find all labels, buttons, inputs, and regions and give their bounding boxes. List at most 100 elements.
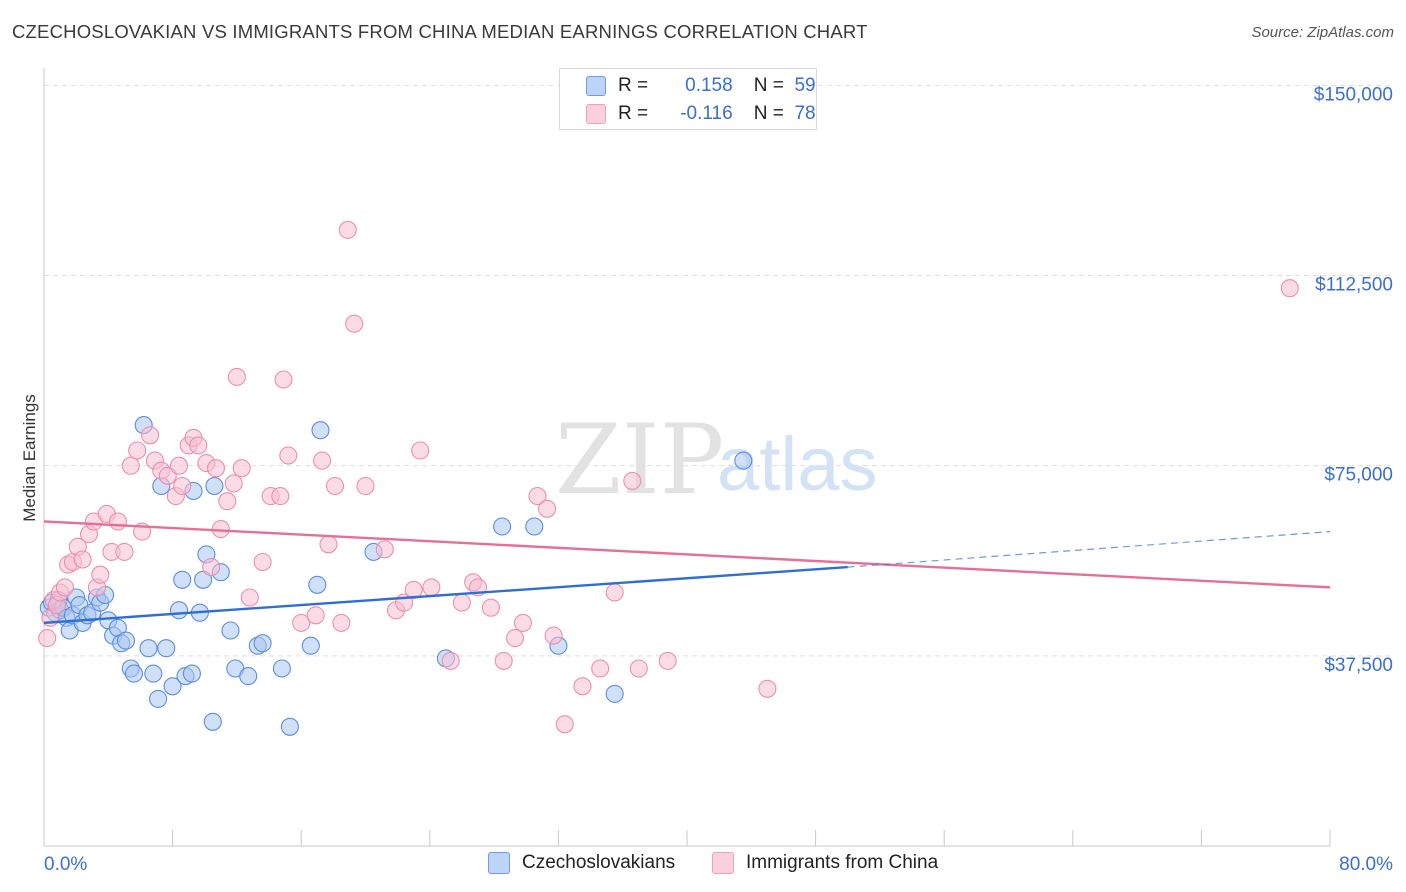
point-china	[481, 598, 500, 617]
point-china	[338, 220, 357, 239]
point-china	[108, 512, 127, 531]
point-china	[528, 487, 547, 506]
point-china	[73, 550, 92, 569]
point-china	[158, 466, 177, 485]
point-china	[202, 558, 221, 577]
point-czechoslovakian	[169, 601, 189, 620]
point-czechoslovakian	[734, 451, 753, 470]
y-tick-label: $37,500	[1324, 655, 1393, 676]
point-czechoslovakian	[311, 421, 330, 440]
x-tick-label: 80.0%	[1339, 854, 1393, 875]
legend-swatch-pink	[712, 852, 734, 874]
y-axis-label: Median Earnings	[20, 394, 39, 522]
point-china	[279, 446, 298, 465]
legend-row-immigrants-china: R = -0.116 N = 78	[586, 101, 816, 127]
point-czechoslovakian	[493, 517, 512, 536]
point-china	[513, 613, 533, 632]
point-china	[319, 535, 338, 554]
point-china	[227, 367, 246, 386]
r-label: R =	[618, 75, 649, 96]
point-czechoslovakian	[203, 712, 222, 731]
legend-swatch-pink	[586, 104, 606, 124]
legend-swatch-blue	[488, 852, 510, 874]
trend-line-china	[43, 520, 1331, 589]
y-tick-label: $75,000	[1324, 465, 1393, 486]
point-china	[623, 471, 642, 490]
point-china	[1280, 279, 1299, 298]
legend-swatch-blue	[586, 76, 606, 96]
point-china	[55, 578, 74, 597]
trend-line-czechoslovakian-projection	[847, 531, 1331, 568]
point-china	[224, 474, 243, 493]
point-czechoslovakian	[149, 689, 168, 708]
point-china	[441, 651, 460, 670]
point-china	[422, 578, 441, 597]
point-china	[189, 436, 208, 455]
x-tick-label: 0.0%	[44, 854, 87, 875]
point-china	[325, 476, 345, 496]
trend-line-czechoslovakian	[43, 565, 848, 625]
point-czechoslovakian	[173, 570, 192, 589]
point-china	[128, 441, 147, 460]
point-china	[591, 659, 610, 678]
legend-item-czechoslovakians[interactable]: Czechoslovakians	[488, 852, 675, 874]
point-china	[356, 476, 375, 496]
point-china	[375, 540, 394, 559]
point-china	[758, 679, 777, 698]
labels-layer: $37,500 $75,000 $112,500 $150,000 0.0% 80.0% M…	[20, 84, 1393, 875]
point-czechoslovakian	[301, 636, 320, 655]
legend-item-immigrants-china[interactable]: Immigrants from China	[712, 852, 938, 874]
legend-label: Immigrants from China	[746, 852, 939, 873]
point-china	[38, 629, 57, 648]
r-value: -0.116	[680, 103, 733, 124]
point-czechoslovakian	[239, 667, 258, 686]
source-credit: Source: ZipAtlas.com	[1251, 24, 1394, 41]
point-china	[605, 583, 624, 602]
legend-row-czechoslovakians: R = 0.158 N = 59	[586, 73, 816, 99]
point-china	[240, 588, 259, 607]
n-value: 59	[794, 75, 816, 96]
correlation-legend: R = 0.158 N = 59 R = -0.116 N = 78	[559, 68, 817, 130]
point-czechoslovakian	[272, 659, 291, 678]
points-layer	[38, 220, 1299, 736]
watermark: ZIP atlas	[555, 404, 878, 516]
point-czechoslovakian	[525, 517, 544, 536]
r-value: 0.158	[685, 75, 733, 96]
point-czechoslovakian	[163, 677, 182, 696]
point-china	[306, 606, 325, 625]
point-china	[505, 629, 525, 648]
point-czechoslovakian	[144, 664, 163, 683]
point-china	[573, 677, 592, 696]
point-china	[538, 499, 557, 518]
point-czechoslovakian	[605, 684, 624, 703]
n-label: N =	[753, 75, 784, 96]
grid-layer	[44, 84, 1392, 657]
point-czechoslovakian	[182, 664, 201, 683]
point-china	[115, 542, 134, 561]
point-china	[253, 552, 272, 572]
legend-label: Czechoslovakians	[522, 852, 676, 873]
point-czechoslovakian	[253, 634, 272, 653]
point-czechoslovakian	[280, 717, 299, 736]
point-china	[544, 626, 563, 645]
point-china	[555, 715, 574, 734]
point-china	[332, 613, 351, 632]
point-czechoslovakian	[124, 664, 144, 683]
point-china	[141, 426, 160, 445]
r-label: R =	[618, 103, 649, 124]
point-czechoslovakian	[157, 639, 176, 658]
n-value: 78	[794, 103, 816, 124]
point-china	[169, 456, 189, 475]
point-china	[313, 451, 332, 470]
point-china	[452, 593, 471, 612]
point-czechoslovakian	[194, 570, 213, 589]
point-czechoslovakian	[205, 476, 224, 496]
y-tick-label: $150,000	[1314, 84, 1393, 105]
point-china	[494, 651, 513, 670]
y-tick-label: $112,500	[1315, 275, 1393, 296]
point-china	[274, 370, 293, 389]
trend-layer	[43, 520, 1331, 625]
point-czechoslovakian	[139, 639, 158, 658]
point-china	[658, 651, 677, 670]
